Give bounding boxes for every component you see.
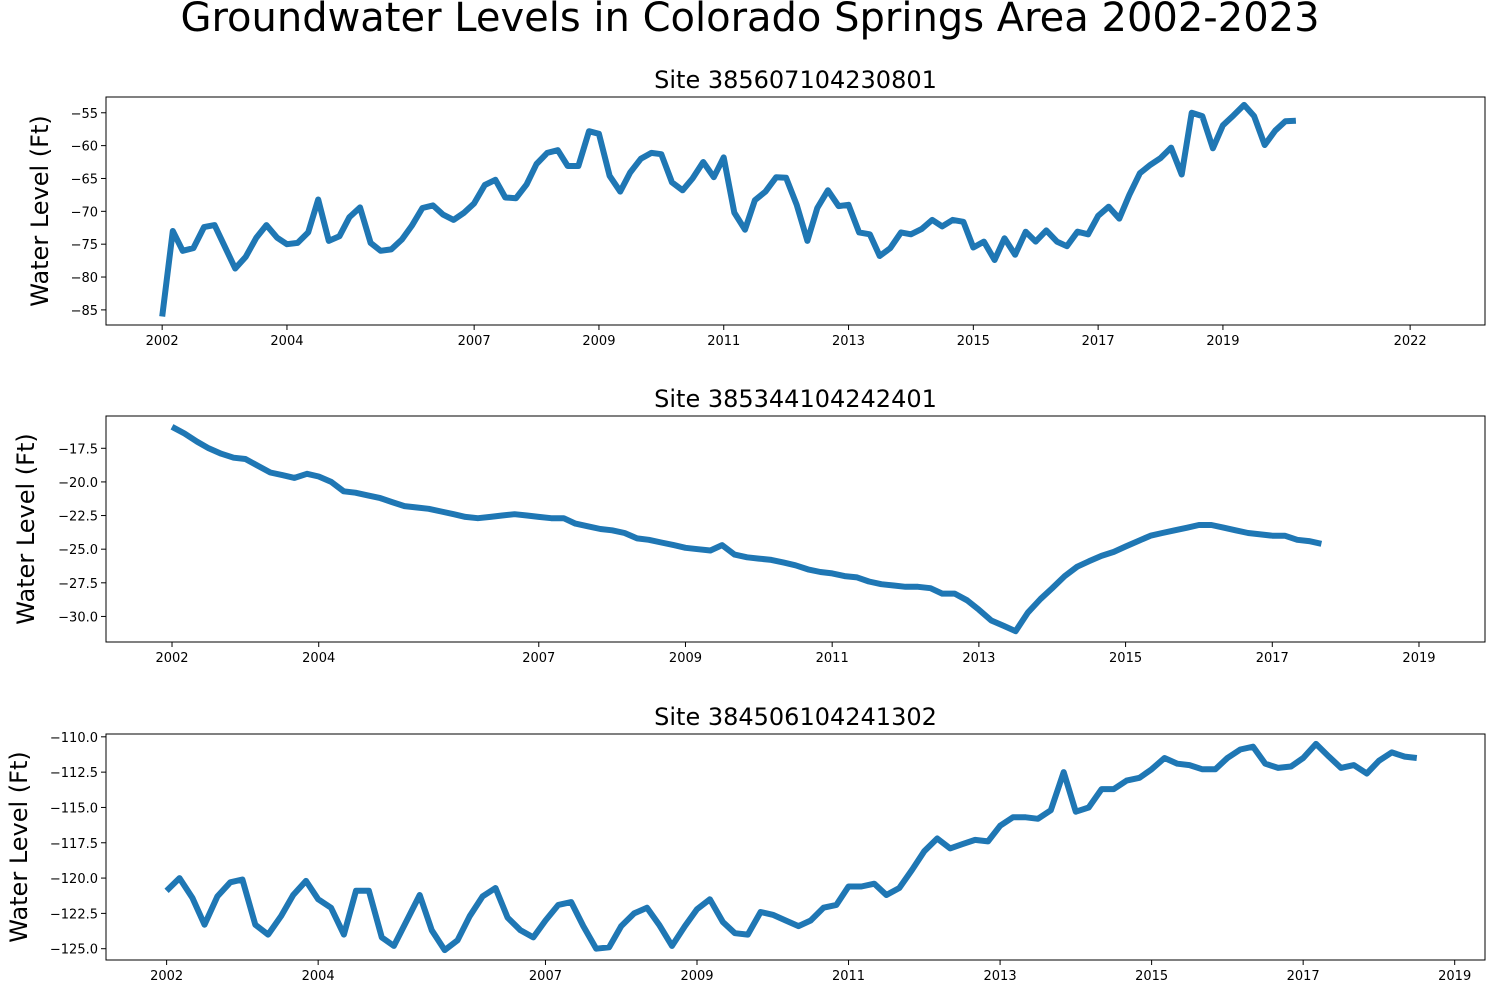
panel-3-y-tick-label: −110.0: [50, 731, 98, 746]
panel-1-x-tick-label: 2017: [1082, 334, 1115, 349]
panel-3-series-line: [164, 740, 1418, 954]
panel-3-y-tick-label: −125.0: [50, 943, 98, 958]
panel-2-title: Site 385344104242401: [654, 385, 937, 413]
figure-title: Groundwater Levels in Colorado Springs A…: [180, 0, 1320, 41]
panel-3-plot-frame: [105, 733, 1486, 961]
panel-3-y-tick-label: −112.5: [50, 766, 98, 781]
panel-2-y-axis-label: Water Level (Ft): [12, 433, 40, 625]
panel-2-series-line: [170, 424, 1323, 635]
panel-1-y-axis-label: Water Level (Ft): [26, 115, 54, 307]
panel-1-y-tick-label: −75: [71, 238, 98, 253]
panel-3-x-tick-label: 2019: [1438, 969, 1471, 984]
panel-2-x-tick-label: 2013: [962, 651, 995, 666]
panel-1-series-line: [159, 101, 1297, 317]
panel-1-x-tick-label: 2022: [1394, 334, 1427, 349]
panel-2-x-tick-label: 2009: [669, 651, 702, 666]
panel-1-y-tick-label: −65: [71, 172, 98, 187]
panel-2-y-tick-label: −27.5: [58, 577, 98, 592]
panel-2-y-tick-label: −17.5: [58, 442, 98, 457]
panel-3-y-tick-label: −115.0: [50, 801, 98, 816]
panel-3-x-tick-label: 2007: [529, 969, 562, 984]
panel-3-y-axis-label: Water Level (Ft): [5, 751, 33, 943]
panel-1-title: Site 385607104230801: [654, 66, 937, 94]
panel-2-y-tick-label: −30.0: [58, 610, 98, 625]
panel-2-x-tick-label: 2002: [155, 651, 188, 666]
panel-2-x-tick-label: 2019: [1402, 651, 1435, 666]
panel-3-x-tick-label: 2002: [150, 969, 183, 984]
panel-1-x-tick-label: 2002: [146, 334, 179, 349]
panel-3-y-tick-label: −120.0: [50, 872, 98, 887]
panel-3-title: Site 384506104241302: [654, 703, 937, 731]
panel-1-y-tick-label: −85: [71, 304, 98, 319]
panel-3-x-tick-label: 2015: [1135, 969, 1168, 984]
panel-2-y-tick-label: −25.0: [58, 543, 98, 558]
panel-2-x-tick-label: 2011: [816, 651, 849, 666]
panel-2-plot-frame: [105, 415, 1486, 643]
panel-1-x-tick-label: 2013: [832, 334, 865, 349]
panel-1-x-tick-label: 2007: [458, 334, 491, 349]
panel-1-x-tick-label: 2019: [1206, 334, 1239, 349]
panel-1-x-tick-label: 2009: [582, 334, 615, 349]
panel-2-x-tick-label: 2017: [1256, 651, 1289, 666]
panel-1-y-tick-label: −55: [71, 107, 98, 122]
panel-2-y-tick-label: −22.5: [58, 510, 98, 525]
panel-3-x-tick-label: 2011: [832, 969, 865, 984]
panel-1-y-tick-label: −70: [71, 205, 98, 220]
panel-3-x-tick-label: 2013: [984, 969, 1017, 984]
panel-3-y-tick-label: −117.5: [50, 837, 98, 852]
panel-3-x-tick-label: 2004: [302, 969, 335, 984]
panel-1-y-tick-label: −60: [71, 140, 98, 155]
panel-3-y-tick-label: −122.5: [50, 907, 98, 922]
panel-3-x-tick-label: 2009: [680, 969, 713, 984]
panel-3-x-tick-label: 2017: [1287, 969, 1320, 984]
panel-2-x-tick-label: 2015: [1109, 651, 1142, 666]
panel-1-x-tick-label: 2004: [270, 334, 303, 349]
panel-1-x-tick-label: 2015: [957, 334, 990, 349]
panel-2-y-tick-label: −20.0: [58, 476, 98, 491]
panel-2-x-tick-label: 2004: [302, 651, 335, 666]
panel-1-x-tick-label: 2011: [707, 334, 740, 349]
panel-1-y-tick-label: −80: [71, 271, 98, 286]
panel-2-x-tick-label: 2007: [522, 651, 555, 666]
